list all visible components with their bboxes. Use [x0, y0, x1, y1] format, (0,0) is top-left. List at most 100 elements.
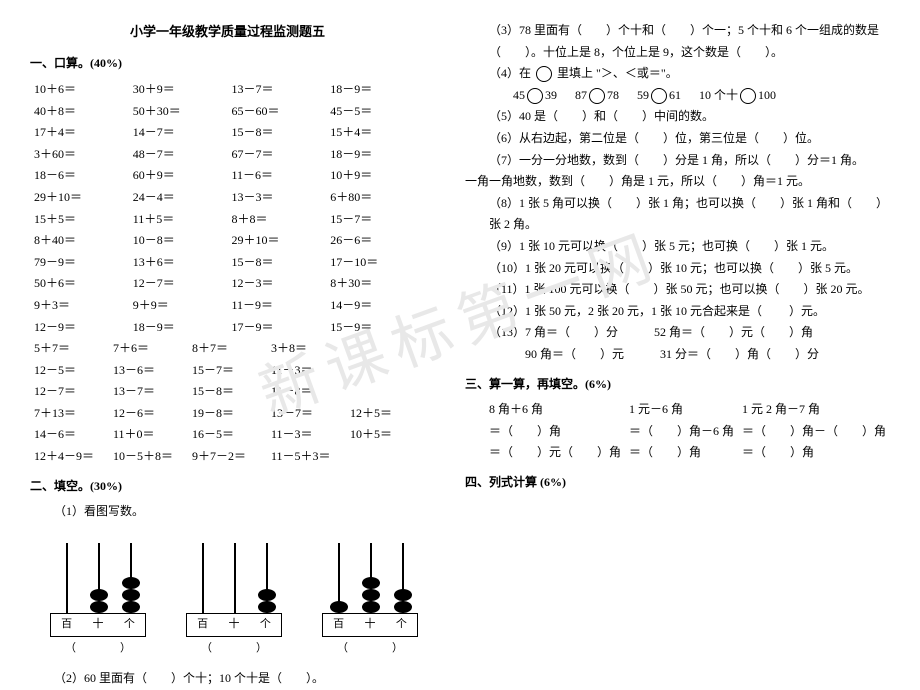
calc-cell: 11－5＋3＝: [267, 446, 346, 468]
calc-cell: 13－6＝: [109, 360, 188, 382]
calc-cell: 3＋60＝: [30, 144, 129, 166]
calc-cell: 29＋10＝: [227, 230, 326, 252]
calc-cell: [346, 338, 425, 360]
calc-cell: 26－6＝: [326, 230, 425, 252]
calc-cell: 12－7＝: [129, 273, 228, 295]
calc-cell: [346, 446, 425, 468]
calc-cell: 15－8＝: [188, 381, 267, 403]
q1-text: （1）看图写数。: [30, 501, 425, 523]
calc-cell: 12－3＝: [227, 273, 326, 295]
calc-cell: 11－6＝: [227, 165, 326, 187]
calc-cell: 12－5＝: [30, 360, 109, 382]
q3-text: （3）78 里面有（ ）个十和（ ）个一；5 个十和 6 个一组成的数是（ ）。…: [465, 20, 890, 63]
c3: ＝（ ）角: [625, 442, 738, 464]
calc-cell: 79－9＝: [30, 252, 129, 274]
q4-prefix: （4）在: [489, 66, 531, 80]
calc-cell: 3＋8＝: [267, 338, 346, 360]
calc-cell: 15－8＝: [227, 252, 326, 274]
calc-cell: 13＋6＝: [129, 252, 228, 274]
calc-cell: 9＋9＝: [129, 295, 228, 317]
abacus: 百十个（ ）: [50, 533, 146, 659]
cmp-a: 10 个十: [699, 88, 738, 102]
calc-cell: 7＋6＝: [109, 338, 188, 360]
calc-cell: [346, 360, 425, 382]
calc-cell: 11＋5＝: [129, 209, 228, 231]
calc-cell: 18－9＝: [129, 317, 228, 339]
calc-cell: 29＋10＝: [30, 187, 129, 209]
q4-suffix: 里填上 "＞、＜或＝"。: [557, 66, 678, 80]
calc-cell: 67－7＝: [227, 144, 326, 166]
circle-icon: [651, 88, 667, 104]
circle-icon: [536, 66, 552, 82]
q8-text: （8）1 张 5 角可以换（ ）张 1 角；也可以换（ ）张 1 角和（ ）张 …: [465, 193, 890, 236]
section1-heading: 一、口算。(40%): [30, 53, 425, 75]
circle-icon: [589, 88, 605, 104]
calc-cell: 24－4＝: [129, 187, 228, 209]
calc-cell: 17－10＝: [326, 252, 425, 274]
calc-cell: 10－5＋8＝: [109, 446, 188, 468]
calc-cell: 40＋8＝: [30, 101, 129, 123]
calc-cell: 17－9＝: [227, 317, 326, 339]
calc-cell: 7＋13＝: [30, 403, 109, 425]
c3: 1 元 2 角－7 角: [738, 399, 890, 421]
circle-icon: [740, 88, 756, 104]
abacus-row: 百十个（ ）百十个（ ）百十个（ ）: [50, 533, 425, 659]
cmp-b: 78: [607, 88, 619, 102]
calc-cell: 10－8＝: [129, 230, 228, 252]
calc-cell: 18－9＝: [326, 79, 425, 101]
calc-cell: 16－5＝: [188, 424, 267, 446]
q9-text: （9）1 张 10 元可以换（ ）张 5 元；也可换（ ）张 1 元。: [465, 236, 890, 258]
c3: 8 角＋6 角: [485, 399, 625, 421]
q5-text: （5）40 是（ ）和（ ）中间的数。: [465, 106, 890, 128]
calc-cell: 13－7＝: [267, 403, 346, 425]
cmp-b: 39: [545, 88, 557, 102]
q11-text: （11）1 张 100 元可以换（ ）张 50 元；也可以换（ ）张 20 元。: [465, 279, 890, 301]
calc-cell: 30＋9＝: [129, 79, 228, 101]
calc-cell: 11－9＝: [227, 295, 326, 317]
calc-cell: 48－7＝: [129, 144, 228, 166]
calc-cell: 12＋5＝: [346, 403, 425, 425]
q10-text: （10）1 张 20 元可以换（ ）张 10 元；也可以换（ ）张 5 元。: [465, 258, 890, 280]
calc-cell: 11－8＝: [267, 381, 346, 403]
c3: ＝（ ）角－6 角: [625, 421, 738, 443]
abacus: 百十个（ ）: [186, 533, 282, 659]
cmp-a: 87: [575, 88, 587, 102]
c3: ＝（ ）角: [738, 442, 890, 464]
calc-cell: 11＋0＝: [109, 424, 188, 446]
cmp-b: 100: [758, 88, 776, 102]
page-title: 小学一年级教学质量过程监测题五: [30, 20, 425, 43]
calc-cell: 15＋5＝: [30, 209, 129, 231]
calc3-table: 8 角＋6 角1 元－6 角1 元 2 角－7 角 ＝（ ）角＝（ ）角－6 角…: [485, 399, 890, 464]
right-column: （3）78 里面有（ ）个十和（ ）个一；5 个十和 6 个一组成的数是（ ）。…: [465, 20, 890, 630]
c3: ＝（ ）角－（ ）角: [738, 421, 890, 443]
calc-cell: 11－3＝: [267, 424, 346, 446]
left-column: 小学一年级教学质量过程监测题五 一、口算。(40%) 10＋6＝30＋9＝13－…: [30, 20, 425, 630]
calc-cell: 14－6＝: [30, 424, 109, 446]
calc-cell: 14－9＝: [326, 295, 425, 317]
calc-cell: 12－9＝: [30, 317, 129, 339]
calc-cell: 15－9＝: [326, 317, 425, 339]
calc-table-4col: 10＋6＝30＋9＝13－7＝18－9＝40＋8＝50＋30＝65－60＝45－…: [30, 79, 425, 338]
q2-text: （2）60 里面有（ ）个十；10 个十是（ ）。: [30, 668, 425, 690]
section4-heading: 四、列式计算 (6%): [465, 472, 890, 494]
circle-icon: [527, 88, 543, 104]
calc-cell: 19－8＝: [188, 403, 267, 425]
calc-cell: 60＋9＝: [129, 165, 228, 187]
calc-cell: 17＋4＝: [30, 122, 129, 144]
q12-text: （12）1 张 50 元，2 张 20 元，1 张 10 元合起来是（ ）元。: [465, 301, 890, 323]
c3: ＝（ ）角: [485, 421, 625, 443]
calc-cell: 15－8＝: [227, 122, 326, 144]
calc-cell: 10＋6＝: [30, 79, 129, 101]
c3: 1 元－6 角: [625, 399, 738, 421]
calc-cell: 8＋8＝: [227, 209, 326, 231]
q4-text: （4）在 里填上 "＞、＜或＝"。: [465, 63, 890, 85]
calc-cell: 5＋7＝: [30, 338, 109, 360]
calc-cell: 8＋40＝: [30, 230, 129, 252]
q6-text: （6）从右边起，第二位是（ ）位，第三位是（ ）位。: [465, 128, 890, 150]
calc-cell: 13－7＝: [227, 79, 326, 101]
compare-row: 4539 8778 5961 10 个十100: [465, 85, 890, 107]
calc-cell: 11－3＝: [267, 360, 346, 382]
q7-text: （7）一分一分地数，数到（ ）分是 1 角，所以（ ）分＝1 角。: [465, 150, 890, 172]
calc-cell: 9＋3＝: [30, 295, 129, 317]
calc-cell: 8＋7＝: [188, 338, 267, 360]
